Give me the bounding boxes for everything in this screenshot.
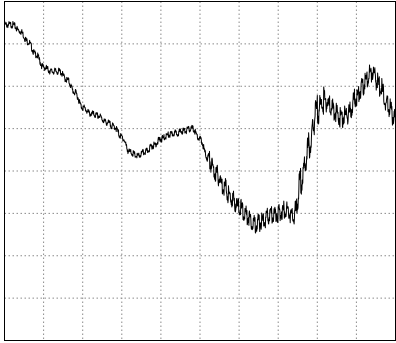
- grid: [4, 1, 396, 341]
- series-layer: [4, 21, 396, 234]
- series-line: [4, 21, 396, 234]
